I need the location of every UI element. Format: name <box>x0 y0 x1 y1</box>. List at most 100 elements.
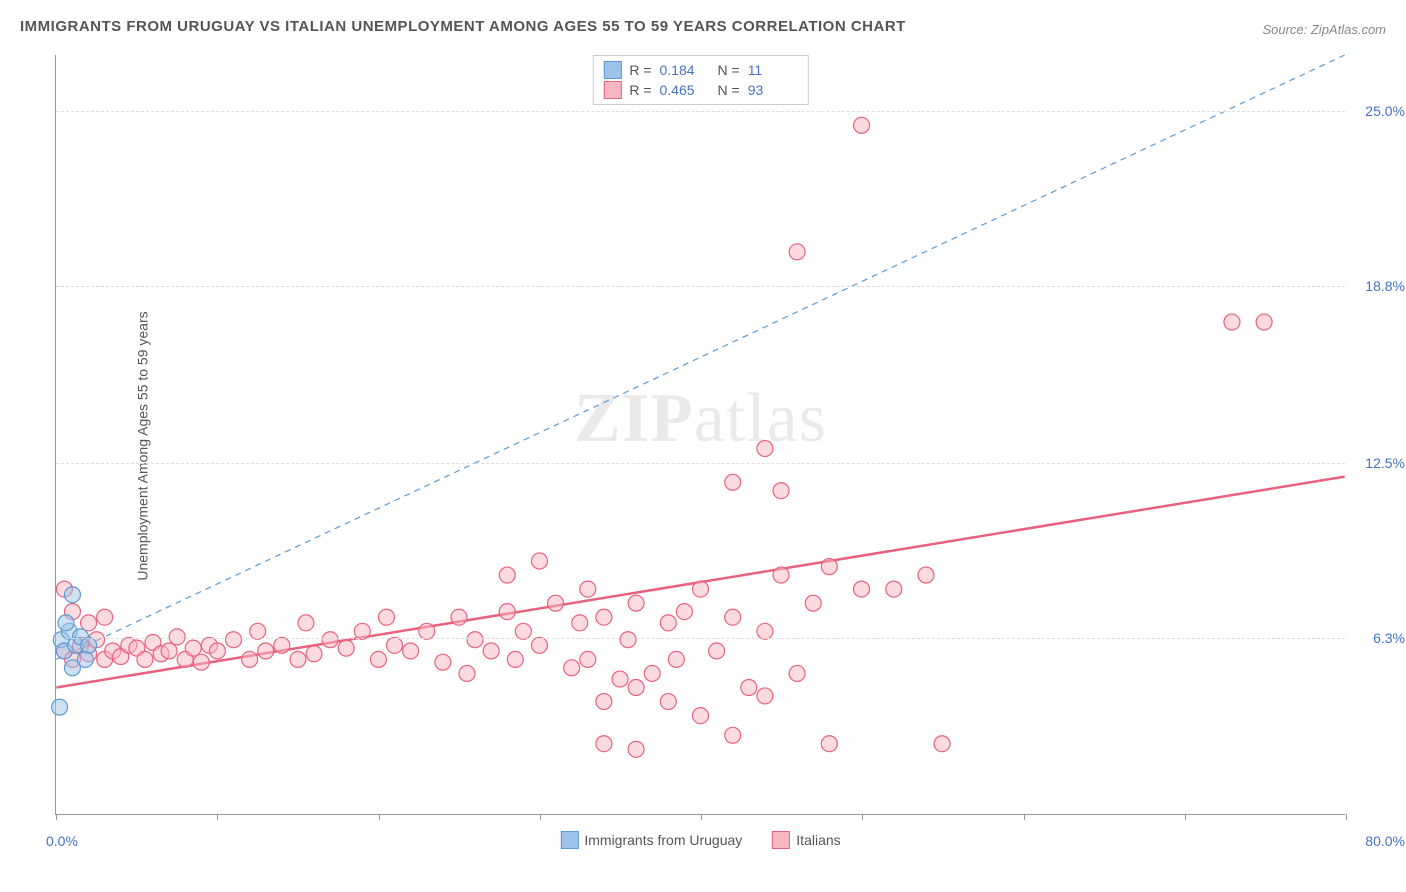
swatch-italians <box>603 81 621 99</box>
data-point <box>821 736 837 752</box>
data-point <box>1256 314 1272 330</box>
data-point <box>161 643 177 659</box>
points-layer <box>56 55 1345 814</box>
data-point <box>298 615 314 631</box>
data-point <box>378 609 394 625</box>
y-tick-label: 25.0% <box>1365 103 1405 119</box>
data-point <box>258 643 274 659</box>
x-axis-min-label: 0.0% <box>46 833 78 849</box>
x-axis-max-label: 80.0% <box>1365 833 1405 849</box>
x-tick <box>1185 814 1186 820</box>
data-point <box>886 581 902 597</box>
data-point <box>805 595 821 611</box>
x-tick <box>1346 814 1347 820</box>
data-point <box>620 632 636 648</box>
data-point <box>137 651 153 667</box>
data-point <box>676 604 692 620</box>
data-point <box>709 643 725 659</box>
legend-label-uruguay: Immigrants from Uruguay <box>584 832 742 848</box>
n-label: N = <box>718 62 740 78</box>
data-point <box>507 651 523 667</box>
data-point <box>548 595 564 611</box>
data-point <box>58 615 74 631</box>
stats-row-italians: R = 0.465 N = 93 <box>603 80 797 100</box>
data-point <box>725 727 741 743</box>
n-value-uruguay: 11 <box>748 62 798 78</box>
data-point <box>693 581 709 597</box>
gridline <box>56 286 1345 287</box>
legend-item-italians: Italians <box>772 831 840 849</box>
x-tick <box>862 814 863 820</box>
data-point <box>52 699 68 715</box>
data-point <box>185 640 201 656</box>
stats-legend: R = 0.184 N = 11 R = 0.465 N = 93 <box>592 55 808 105</box>
stats-row-uruguay: R = 0.184 N = 11 <box>603 60 797 80</box>
plot-area: ZIPatlas R = 0.184 N = 11 R = 0.465 N = … <box>55 55 1345 815</box>
data-point <box>757 688 773 704</box>
bottom-legend: Immigrants from Uruguay Italians <box>560 831 840 849</box>
data-point <box>467 632 483 648</box>
data-point <box>564 660 580 676</box>
data-point <box>854 581 870 597</box>
data-point <box>1224 314 1240 330</box>
x-tick <box>540 814 541 820</box>
r-value-uruguay: 0.184 <box>660 62 710 78</box>
data-point <box>725 609 741 625</box>
swatch-uruguay <box>603 61 621 79</box>
data-point <box>725 474 741 490</box>
data-point <box>226 632 242 648</box>
data-point <box>459 665 475 681</box>
n-value-italians: 93 <box>748 82 798 98</box>
data-point <box>789 665 805 681</box>
gridline <box>56 463 1345 464</box>
data-point <box>580 581 596 597</box>
data-point <box>693 708 709 724</box>
y-tick-label: 6.3% <box>1373 630 1405 646</box>
data-point <box>322 632 338 648</box>
data-point <box>644 665 660 681</box>
data-point <box>596 736 612 752</box>
data-point <box>387 637 403 653</box>
x-tick <box>217 814 218 820</box>
data-point <box>274 637 290 653</box>
data-point <box>773 483 789 499</box>
x-tick <box>56 814 57 820</box>
data-point <box>628 680 644 696</box>
gridline <box>56 638 1345 639</box>
x-tick <box>379 814 380 820</box>
data-point <box>451 609 467 625</box>
data-point <box>821 559 837 575</box>
data-point <box>81 637 97 653</box>
data-point <box>596 609 612 625</box>
data-point <box>64 660 80 676</box>
chart-title: IMMIGRANTS FROM URUGUAY VS ITALIAN UNEMP… <box>20 18 906 35</box>
legend-label-italians: Italians <box>796 832 840 848</box>
data-point <box>499 567 515 583</box>
swatch-uruguay-icon <box>560 831 578 849</box>
data-point <box>918 567 934 583</box>
data-point <box>854 117 870 133</box>
data-point <box>483 643 499 659</box>
r-value-italians: 0.465 <box>660 82 710 98</box>
data-point <box>757 441 773 457</box>
data-point <box>193 654 209 670</box>
data-point <box>64 587 80 603</box>
r-label: R = <box>629 82 651 98</box>
y-tick-label: 18.8% <box>1365 278 1405 294</box>
y-tick-label: 12.5% <box>1365 455 1405 471</box>
data-point <box>531 553 547 569</box>
legend-item-uruguay: Immigrants from Uruguay <box>560 831 742 849</box>
data-point <box>789 244 805 260</box>
data-point <box>668 651 684 667</box>
data-point <box>97 609 113 625</box>
data-point <box>580 651 596 667</box>
data-point <box>531 637 547 653</box>
x-tick <box>701 814 702 820</box>
data-point <box>242 651 258 667</box>
data-point <box>628 595 644 611</box>
swatch-italians-icon <box>772 831 790 849</box>
data-point <box>81 615 97 631</box>
data-point <box>660 694 676 710</box>
data-point <box>338 640 354 656</box>
data-point <box>934 736 950 752</box>
